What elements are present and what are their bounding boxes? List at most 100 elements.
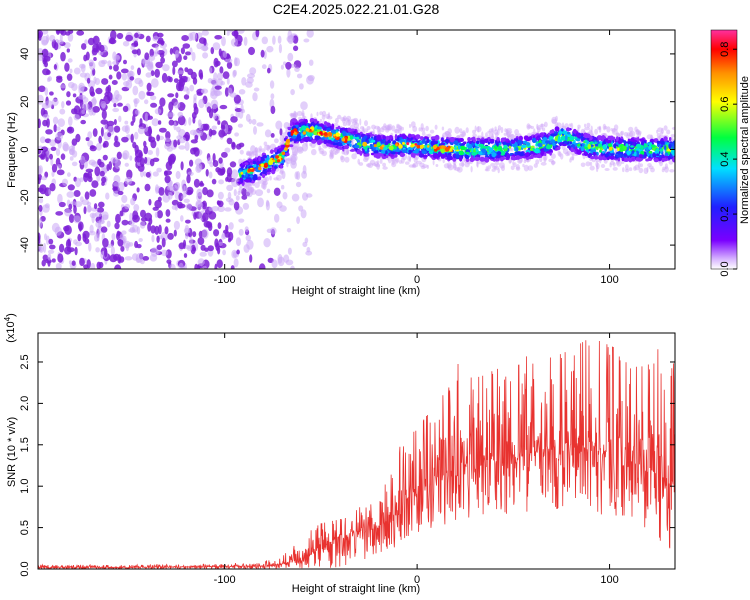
ridge-point [381, 150, 386, 154]
noise-point [286, 35, 295, 43]
noise-point [157, 120, 162, 125]
halo-point [254, 146, 258, 153]
ridge-point [599, 156, 603, 161]
noise-point [199, 72, 204, 80]
halo-point [571, 154, 575, 161]
noise-point [76, 30, 85, 36]
ridge-point [550, 133, 556, 137]
noise-point [94, 166, 101, 177]
ridge-peak-point [290, 133, 294, 136]
noise-point [166, 75, 171, 82]
halo-point [609, 161, 615, 166]
noise-point [42, 68, 50, 76]
noise-point [159, 52, 165, 58]
noise-point [92, 35, 100, 45]
noise-point [209, 67, 213, 74]
ridge-point [415, 134, 421, 140]
halo-point [577, 124, 581, 129]
noise-point [159, 127, 167, 133]
snr-multiplier-label: (x104) [3, 313, 17, 343]
ridge-point [440, 147, 446, 154]
ridge-point [314, 135, 320, 139]
ridge-point [262, 171, 267, 175]
noise-point [224, 123, 229, 134]
noise-point [173, 78, 179, 83]
noise-point [41, 259, 46, 267]
noise-point [137, 126, 145, 135]
noise-point [164, 175, 171, 184]
ridge-point [496, 151, 502, 156]
ridge-point [635, 143, 642, 149]
ridge-point [455, 154, 461, 159]
halo-point [668, 160, 674, 165]
y-tick-label: 1.0 [19, 479, 31, 494]
noise-point [128, 242, 134, 247]
snr-ticks: -100 0 100 0.0 0.5 1.0 1.5 2.0 2.5 [19, 333, 675, 586]
halo-point [493, 129, 499, 135]
noise-point [218, 179, 225, 185]
noise-point [279, 128, 283, 136]
noise-point [151, 234, 155, 243]
ridge-point [533, 154, 539, 158]
noise-point [44, 87, 49, 96]
halo-point [634, 164, 640, 171]
ridge-point [370, 139, 376, 143]
halo-point [297, 146, 303, 152]
noise-point [109, 65, 113, 70]
noise-point [57, 118, 65, 127]
noise-point [205, 169, 209, 177]
noise-point [202, 52, 209, 59]
noise-point [74, 246, 78, 256]
noise-point [180, 161, 184, 171]
halo-point [405, 161, 410, 165]
noise-point [185, 233, 189, 240]
noise-point [166, 112, 175, 118]
ridge-point [350, 128, 355, 132]
ridge-point [301, 121, 306, 124]
noise-point [66, 91, 71, 98]
ridge-point [615, 136, 619, 142]
noise-point [166, 259, 172, 264]
noise-point [178, 262, 184, 269]
noise-point [57, 193, 63, 204]
noise-point [38, 85, 46, 93]
ridge-point [543, 151, 547, 157]
ridge-point [440, 142, 446, 146]
ridge-peak-point [445, 147, 450, 152]
ridge-point [244, 162, 249, 165]
ridge-point [572, 128, 577, 134]
noise-point [49, 91, 54, 96]
noise-point [132, 85, 139, 96]
halo-point [515, 164, 520, 170]
noise-point [286, 228, 292, 233]
ridge-peak-point [414, 143, 418, 146]
noise-point [130, 45, 135, 50]
ridge-point [331, 123, 335, 129]
noise-point [57, 253, 64, 263]
ridge-point [672, 156, 675, 163]
halo-point [326, 115, 333, 120]
noise-point [230, 116, 238, 123]
noise-point [130, 197, 136, 206]
noise-point [119, 210, 124, 217]
noise-point [218, 129, 226, 138]
colorbar-tick-label: 0.6 [719, 97, 731, 112]
ridge-peak-point [272, 159, 276, 163]
ridge-point [252, 176, 258, 181]
noise-point [165, 218, 171, 223]
noise-point [65, 100, 72, 106]
noise-point [195, 165, 202, 173]
ridge-point [386, 139, 392, 144]
noise-point [83, 264, 89, 269]
noise-point [69, 148, 74, 155]
noise-point [222, 71, 230, 79]
ridge-peak-point [416, 145, 421, 149]
ridge-point [605, 138, 609, 143]
ridge-point [510, 156, 515, 161]
noise-point [130, 65, 135, 70]
noise-point [68, 203, 73, 210]
noise-point [62, 178, 68, 186]
ridge-point [599, 141, 603, 145]
noise-point [102, 154, 108, 161]
ridge-point [667, 155, 671, 160]
